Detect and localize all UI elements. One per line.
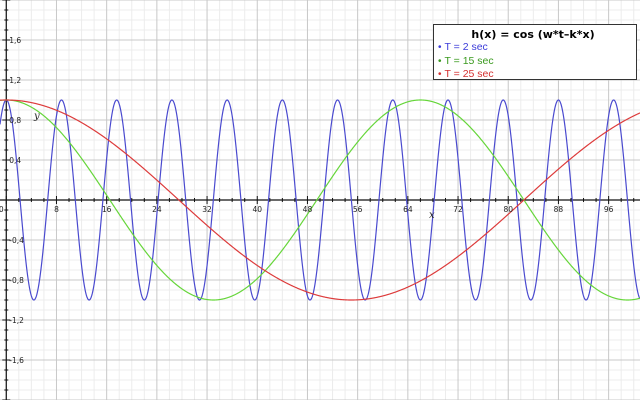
x-tick-label: 48 xyxy=(303,205,313,214)
legend-item-t25: • T = 25 sec xyxy=(438,68,628,82)
y-tick-label: -0,4 xyxy=(9,236,24,245)
tick-labels: 0 8 16 24 32 40 48 56 64 72 80 88 96 1,6 1,2 0,8 0,4 -0,4… xyxy=(0,36,614,365)
series-line-t25 xyxy=(0,99,640,301)
x-tick-label: 72 xyxy=(453,205,463,214)
legend-marker-t15: • xyxy=(438,55,442,67)
legend-item-t15: • T = 15 sec xyxy=(438,55,628,69)
x-tick-label: 16 xyxy=(102,205,112,214)
legend-marker-t25: • xyxy=(438,69,442,80)
x-tick-label: 8 xyxy=(54,205,59,214)
y-tick-label: -1,6 xyxy=(9,356,24,365)
x-tick-label: 56 xyxy=(353,205,363,214)
series-line-t15 xyxy=(0,99,640,301)
y-tick-label: -0,8 xyxy=(9,276,24,285)
x-tick-label: 24 xyxy=(152,205,162,214)
curves xyxy=(0,99,640,301)
y-tick-label: 0,8 xyxy=(9,116,21,125)
x-tick-label: 80 xyxy=(503,205,513,214)
y-tick-label: 1,2 xyxy=(9,76,21,85)
y-tick-label: 0,4 xyxy=(9,156,21,165)
legend-label-t2: T = 2 sec xyxy=(444,41,488,53)
x-tick-label: 96 xyxy=(604,205,614,214)
legend-title: h(x) = cos (w*t–k*x) xyxy=(471,28,595,41)
y-tick-label: 1,6 xyxy=(9,36,21,45)
y-axis-label: y xyxy=(33,111,40,122)
x-tick-label: 40 xyxy=(252,205,262,214)
legend-label-t25: T = 25 sec xyxy=(444,68,494,80)
x-axis-label: x xyxy=(429,210,435,221)
legend-item-t2: • T = 2 sec xyxy=(438,41,628,55)
x-tick-label: 32 xyxy=(202,205,212,214)
x-tick-label: 64 xyxy=(403,205,413,214)
x-tick-label: 88 xyxy=(554,205,564,214)
series-line-t2 xyxy=(0,99,640,301)
legend-marker-t2: • xyxy=(438,42,442,53)
x-tick-label: 0 xyxy=(0,205,4,214)
y-tick-label: -1,2 xyxy=(9,316,24,325)
legend-label-t15: T = 15 sec xyxy=(444,54,494,67)
legend: h(x) = cos (w*t–k*x) • T = 2 sec • T = 15 … xyxy=(433,24,637,80)
